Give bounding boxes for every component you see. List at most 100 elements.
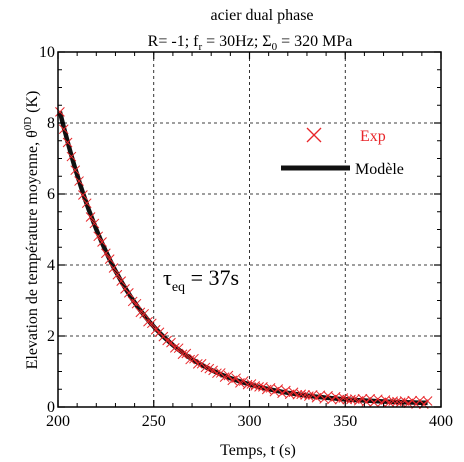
y-axis-label: Elevation de température moyenne, θ0D (K… <box>22 91 41 370</box>
exp-point-stroke <box>112 269 123 280</box>
exp-point-stroke <box>392 396 402 407</box>
exp-point <box>74 176 84 186</box>
exp-point-stroke <box>70 165 81 176</box>
exp-point-stroke <box>181 348 192 359</box>
exp-point-stroke <box>338 393 349 403</box>
exp-point <box>212 368 222 379</box>
exp-point-stroke <box>212 368 222 379</box>
exp-point <box>392 396 402 407</box>
exp-point <box>192 359 203 369</box>
legend-label-exp: Exp <box>360 128 386 145</box>
exp-point <box>361 397 372 407</box>
exp-point-stroke <box>254 382 264 392</box>
exp-point-stroke <box>104 254 115 264</box>
x-tick-label: 400 <box>429 413 453 430</box>
exp-point <box>104 254 115 264</box>
exp-point-stroke <box>208 365 218 376</box>
exp-point <box>200 362 211 373</box>
exp-point <box>58 124 69 135</box>
exp-point <box>166 337 176 348</box>
exp-point <box>342 394 353 405</box>
x-tick-label: 250 <box>142 413 166 430</box>
exp-point <box>112 269 123 280</box>
chart-title-line2: R= -1; fr = 30Hz; Σ0 = 320 MPa <box>148 33 353 53</box>
exp-point-stroke <box>361 397 372 407</box>
exp-point-stroke <box>422 396 433 406</box>
exp-point-stroke <box>143 316 153 327</box>
exp-point-stroke <box>62 137 73 148</box>
exp-point-stroke <box>74 176 84 186</box>
exp-point <box>97 237 107 247</box>
exp-series <box>55 107 433 410</box>
tick-labels: 200 250 300 350 400 0 2 4 6 8 10 <box>39 44 453 430</box>
exp-point <box>296 389 307 400</box>
exp-point-stroke <box>185 354 195 365</box>
exp-point <box>189 353 199 364</box>
exp-point-stroke <box>384 397 395 408</box>
exp-point-stroke <box>231 373 241 384</box>
exp-point <box>108 263 119 273</box>
exp-point-stroke <box>349 394 360 404</box>
exp-point-stroke <box>66 151 77 162</box>
exp-point <box>116 276 127 286</box>
chart-title-line1: acier dual phase <box>210 7 313 24</box>
exp-point <box>70 165 81 176</box>
x-tick-label: 350 <box>333 413 357 430</box>
exp-point <box>124 288 134 298</box>
exp-point-stroke <box>127 296 138 307</box>
axes <box>57 51 442 408</box>
exp-point-stroke <box>162 335 173 346</box>
exp-point-stroke <box>169 342 180 353</box>
exp-point <box>169 342 180 353</box>
tau-annotation: τeq = 37s <box>163 265 239 295</box>
exp-point-stroke <box>296 389 307 400</box>
exp-point-stroke <box>124 288 134 298</box>
exp-point-stroke <box>108 263 119 273</box>
y-tick-label: 10 <box>39 44 55 61</box>
y-tick-label: 4 <box>47 257 55 274</box>
exp-point <box>146 318 157 329</box>
exp-point-stroke <box>246 379 257 389</box>
exp-point-stroke <box>200 362 211 373</box>
x-tick-label: 300 <box>238 413 262 430</box>
exp-point-stroke <box>58 124 69 135</box>
exp-point-stroke <box>81 198 92 209</box>
exp-point <box>177 349 188 360</box>
exp-point <box>357 393 368 404</box>
exp-point-stroke <box>204 363 215 374</box>
exp-point <box>93 231 104 242</box>
exp-point <box>78 190 88 200</box>
exp-point <box>338 393 349 403</box>
exp-point <box>55 107 65 117</box>
exp-point-stroke <box>85 212 96 222</box>
exp-point-stroke <box>139 308 150 319</box>
exp-point-stroke <box>146 318 157 329</box>
exp-point-stroke <box>223 370 234 381</box>
exp-point-stroke <box>93 231 104 242</box>
exp-point <box>384 397 395 408</box>
x-tick-label: 200 <box>46 413 70 430</box>
exp-point-stroke <box>292 389 303 400</box>
exp-point-stroke <box>192 359 203 369</box>
exp-point <box>173 343 184 354</box>
model-line <box>57 111 428 406</box>
exp-point-stroke <box>399 396 410 406</box>
exp-point-stroke <box>55 107 65 117</box>
exp-point <box>139 308 150 319</box>
exp-point <box>89 218 100 229</box>
exp-point-stroke <box>78 190 88 200</box>
exp-point <box>292 389 303 400</box>
legend-marker-exp <box>306 127 322 143</box>
legend-label-modele: Modèle <box>355 161 404 178</box>
exp-point <box>81 198 92 209</box>
exp-point <box>85 212 96 222</box>
exp-point <box>62 137 73 148</box>
exp-point <box>135 307 146 318</box>
exp-point <box>223 370 234 381</box>
exp-point <box>254 382 264 392</box>
y-tick-label: 0 <box>47 399 55 416</box>
exp-point-stroke <box>304 391 314 401</box>
exp-point-stroke <box>346 394 356 405</box>
y-tick-label: 2 <box>47 328 55 345</box>
